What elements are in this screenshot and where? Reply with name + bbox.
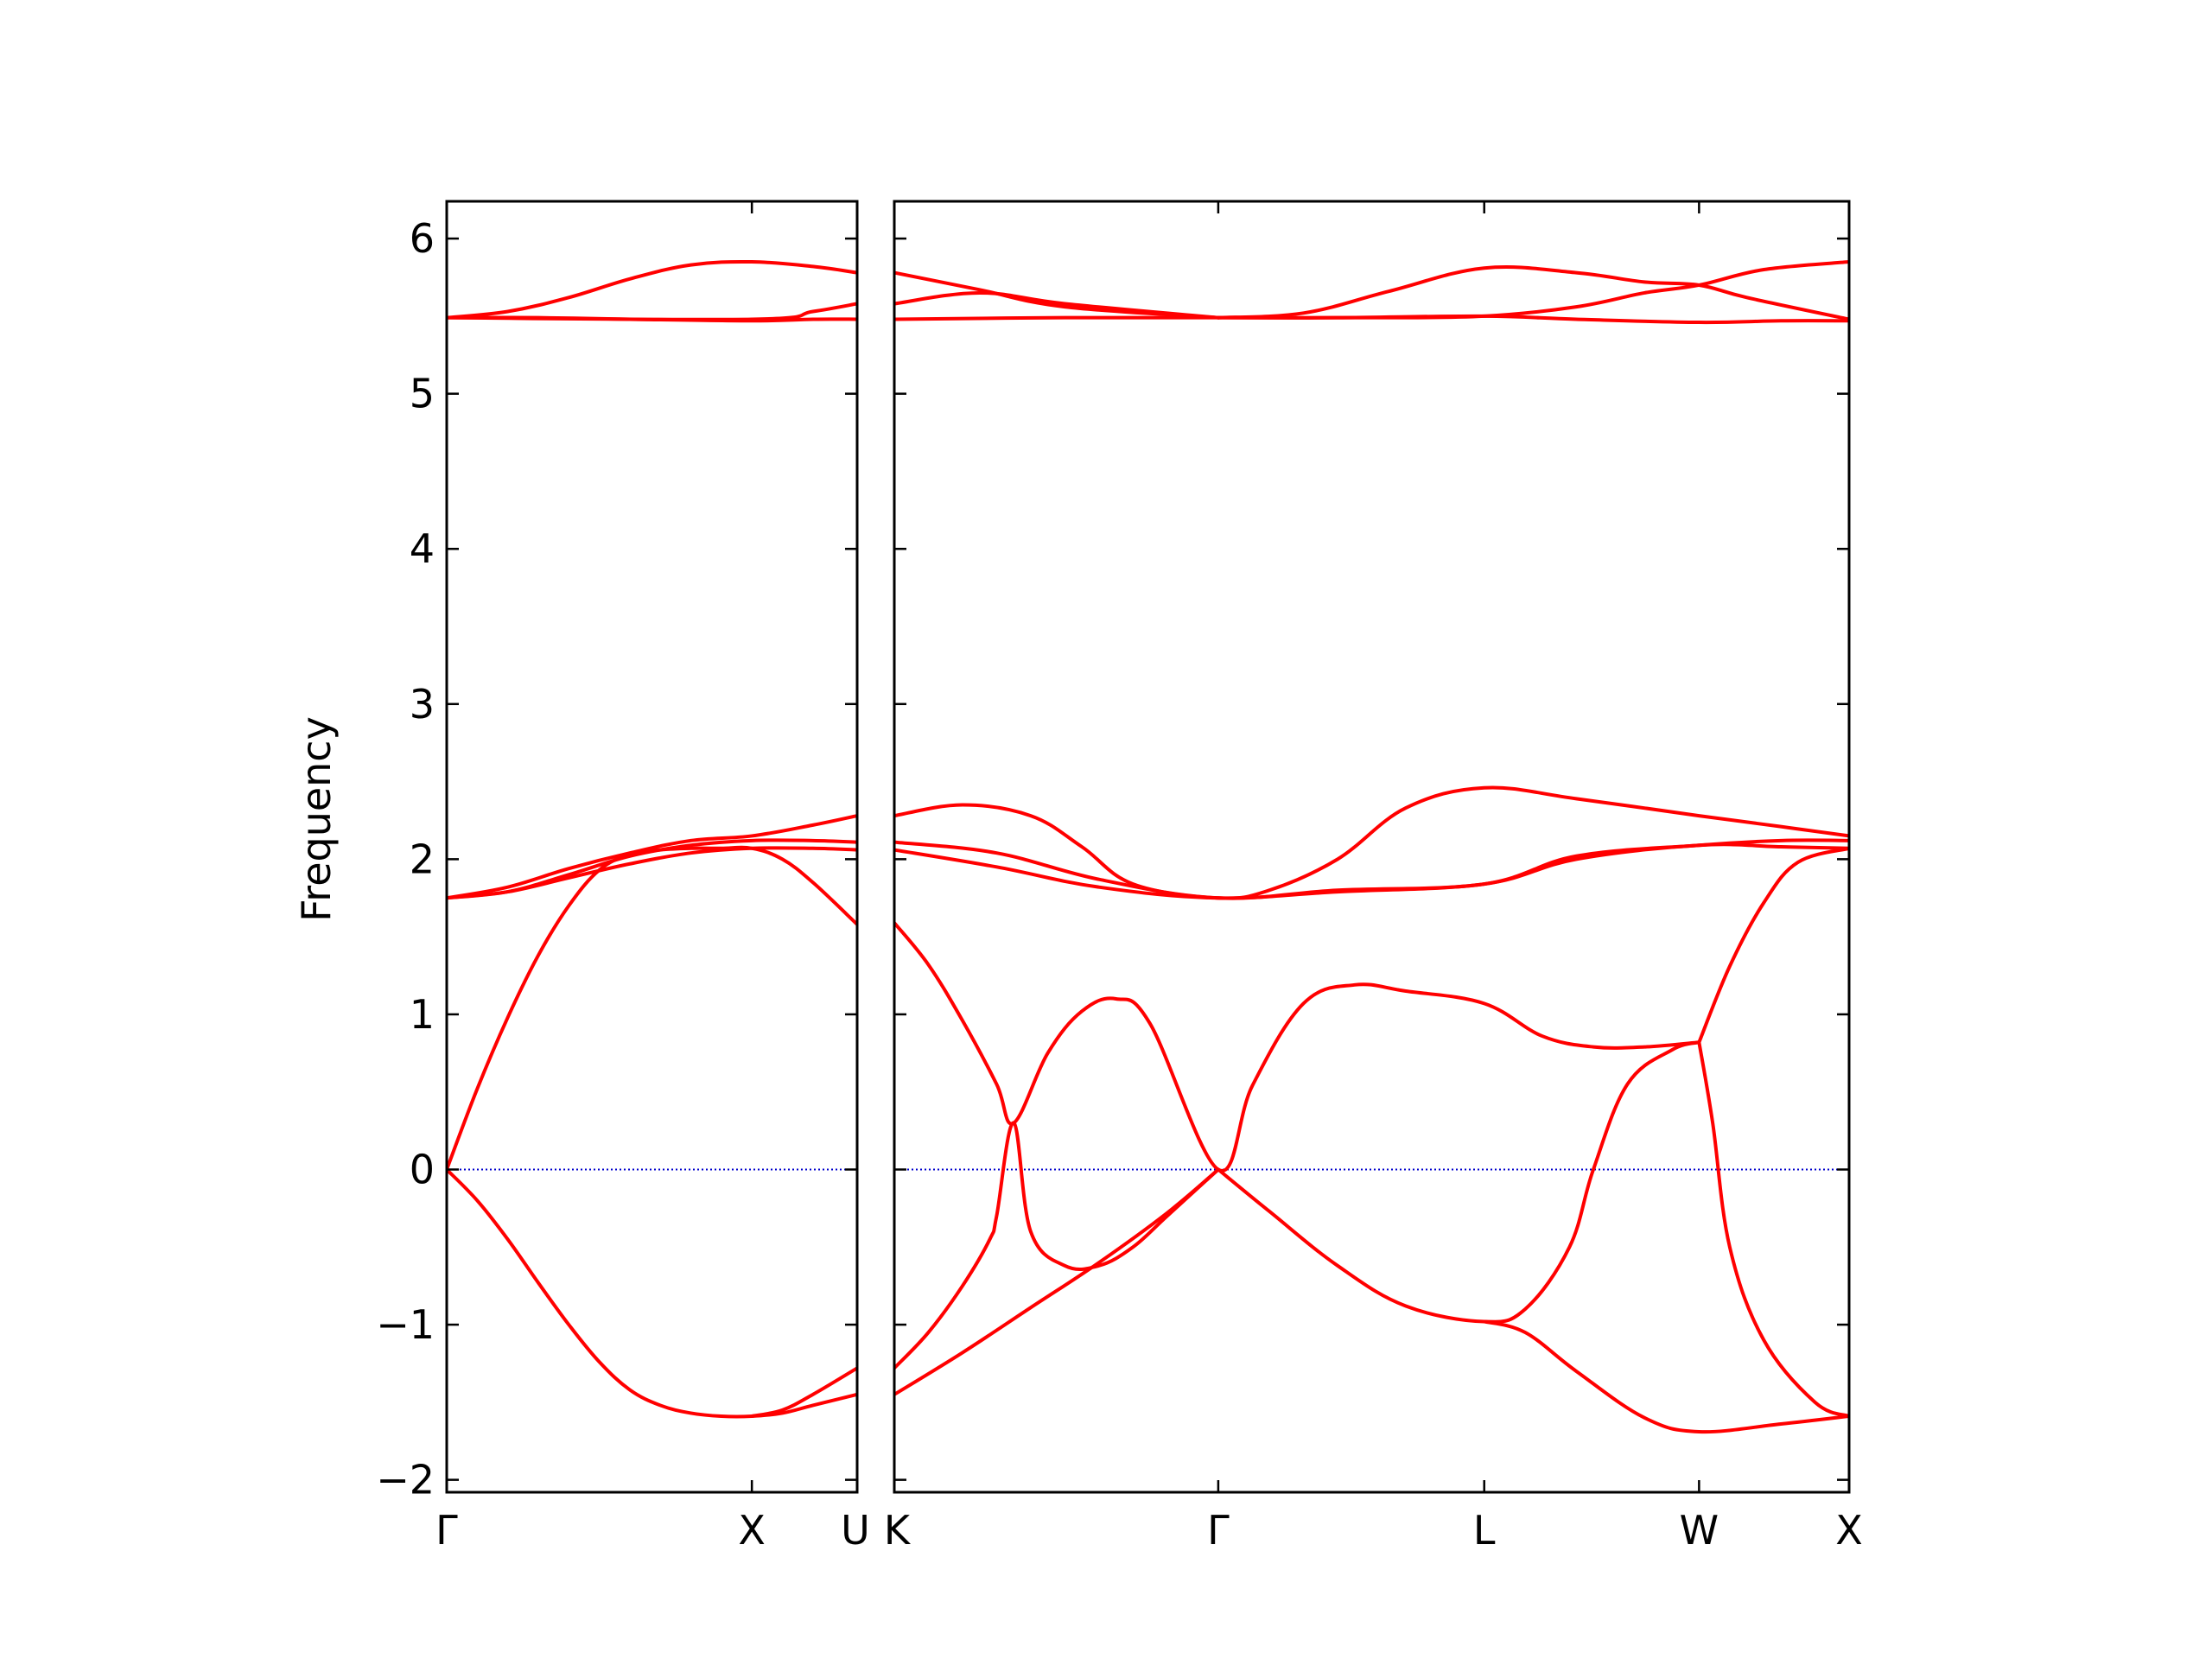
band-line-5	[1216, 260, 1849, 320]
band-line-7	[447, 845, 857, 1172]
x-tick-label: Γ	[1207, 1507, 1230, 1554]
band-line-6	[894, 785, 1849, 900]
band-line-14	[1697, 1040, 1849, 1419]
band-lines	[447, 259, 857, 1419]
y-tick-label: 4	[410, 525, 435, 572]
x-tick-label: Γ	[435, 1507, 458, 1554]
y-tick-label: −1	[376, 1301, 435, 1348]
y-tick-label: 5	[410, 371, 435, 417]
band-line-9	[894, 920, 1701, 1173]
y-tick-label: 3	[410, 681, 435, 728]
band-line-4	[1216, 265, 1849, 321]
y-tick-label: 2	[410, 836, 435, 882]
band-line-8	[447, 1167, 857, 1419]
band-line-11	[894, 1167, 1220, 1396]
y-tick-label: 0	[410, 1147, 435, 1193]
panel-frame	[445, 200, 859, 1494]
band-lines	[894, 260, 1849, 1434]
band-line-9	[750, 1366, 857, 1419]
band-line-12	[1216, 1040, 1701, 1324]
y-tick-label: 1	[410, 991, 435, 1038]
x-tick-label: W	[1680, 1507, 1719, 1554]
band-line-8	[894, 842, 1849, 900]
band-line-15	[1697, 846, 1849, 1045]
band-line-13	[1482, 1319, 1849, 1434]
panel-frame	[893, 200, 1851, 1494]
y-tick-label: −2	[376, 1457, 435, 1503]
band-line-1	[447, 259, 857, 320]
band-line-10	[894, 1121, 1220, 1370]
panel-1: −2 −1 0 1 2 3 4 5 6 Γ X U	[376, 200, 870, 1554]
y-axis-label: Frequency	[293, 716, 340, 922]
x-tick-label: L	[1473, 1507, 1496, 1554]
band-line-4	[447, 814, 857, 900]
y-tick-label: 6	[410, 215, 435, 262]
band-line-2	[894, 290, 1220, 320]
x-tick-label: X	[738, 1507, 766, 1554]
band-line-3	[447, 302, 857, 321]
x-tick-label: K	[884, 1507, 912, 1554]
x-tick-label: X	[1835, 1507, 1863, 1554]
x-tick-label: U	[841, 1507, 870, 1554]
chart-panels: −2 −1 0 1 2 3 4 5 6 Γ X U K Γ L W X	[376, 200, 1863, 1554]
